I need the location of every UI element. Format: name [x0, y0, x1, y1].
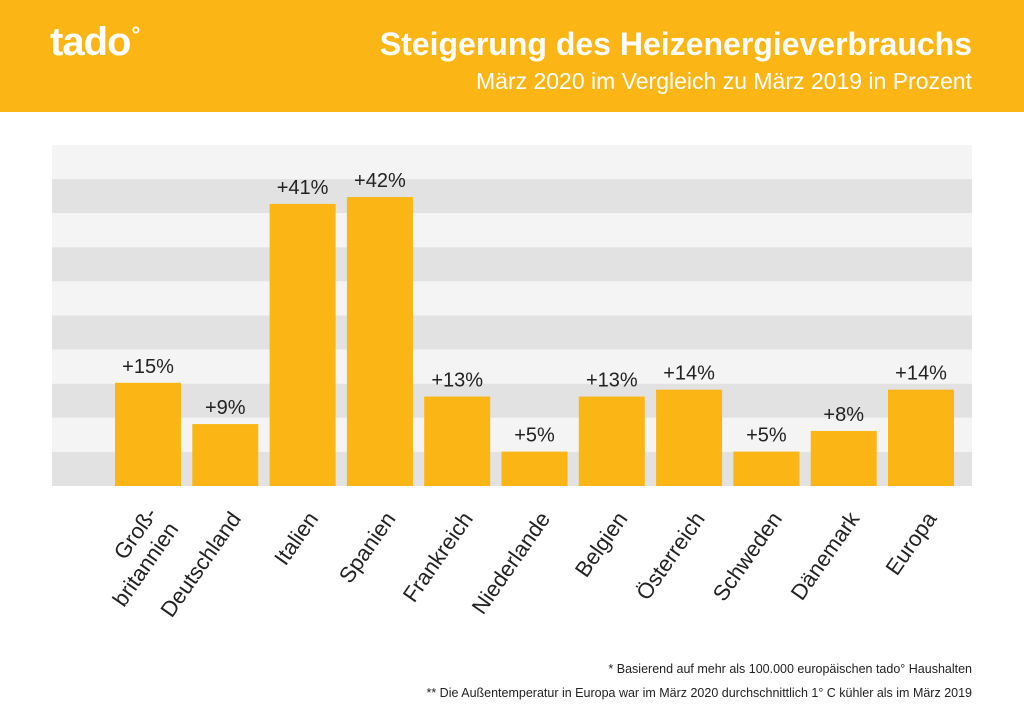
footnote-temperature: ** Die Außentemperatur in Europa war im …	[426, 686, 972, 700]
data-label-2: +41%	[277, 177, 329, 199]
bar-3	[346, 197, 413, 487]
grid-band	[52, 315, 972, 350]
bar-1	[192, 424, 259, 486]
data-label-0: +15%	[122, 356, 174, 378]
bar-2	[269, 203, 336, 487]
data-label-4: +13%	[431, 370, 483, 392]
category-label-8: Schweden	[708, 507, 787, 606]
logo-text: tado	[50, 20, 131, 64]
category-label-7: Österreich	[631, 507, 710, 604]
grid-band	[52, 383, 972, 418]
category-label-line: Belgien	[570, 507, 633, 581]
grid-band	[52, 145, 972, 180]
category-label-4: Frankreich	[398, 507, 478, 606]
category-label-line: Italien	[269, 507, 323, 569]
category-label-2: Italien	[269, 507, 323, 569]
category-label-line: Dänemark	[786, 506, 865, 604]
data-label-8: +5%	[746, 425, 787, 447]
category-label-5: Niederlande	[467, 507, 556, 619]
category-label-6: Belgien	[570, 507, 633, 581]
category-label-line: Europa	[880, 507, 942, 580]
bar-5	[501, 451, 568, 486]
category-label-line: Niederlande	[467, 507, 556, 619]
grid-band	[52, 213, 972, 248]
grid-band	[52, 179, 972, 214]
bar-8	[733, 451, 800, 486]
category-label-line: Österreich	[631, 507, 710, 604]
data-label-10: +14%	[895, 363, 947, 385]
data-label-9: +8%	[823, 404, 864, 426]
grid-band	[52, 349, 972, 384]
category-label-3: Spanien	[334, 507, 401, 587]
data-label-7: +14%	[663, 363, 715, 385]
category-label-9: Dänemark	[786, 506, 865, 604]
chart-subtitle: März 2020 im Vergleich zu März 2019 in P…	[475, 68, 972, 94]
data-label-1: +9%	[205, 397, 246, 419]
chart-title: Steigerung des Heizenergieverbrauchs	[379, 26, 972, 62]
category-label-line: Spanien	[334, 507, 401, 587]
data-label-6: +13%	[586, 370, 638, 392]
tado-logo: tado°	[50, 20, 140, 64]
bar-10	[888, 389, 954, 486]
bar-0	[115, 382, 181, 486]
category-label-line: Schweden	[708, 507, 787, 606]
footnote-households: * Basierend auf mehr als 100.000 europäi…	[608, 662, 972, 676]
bar-6	[578, 396, 645, 486]
category-label-10: Europa	[880, 507, 942, 580]
header-banner: tado° Steigerung des Heizenergieverbrauc…	[0, 0, 1024, 112]
logo-mark: °	[131, 22, 140, 47]
data-label-3: +42%	[354, 170, 406, 192]
category-label-line: Frankreich	[398, 507, 478, 606]
bar-4	[424, 396, 491, 486]
bar-9	[810, 430, 877, 486]
data-label-5: +5%	[514, 425, 555, 447]
grid-band	[52, 281, 972, 316]
grid-band	[52, 247, 972, 282]
bar-7	[656, 389, 723, 486]
